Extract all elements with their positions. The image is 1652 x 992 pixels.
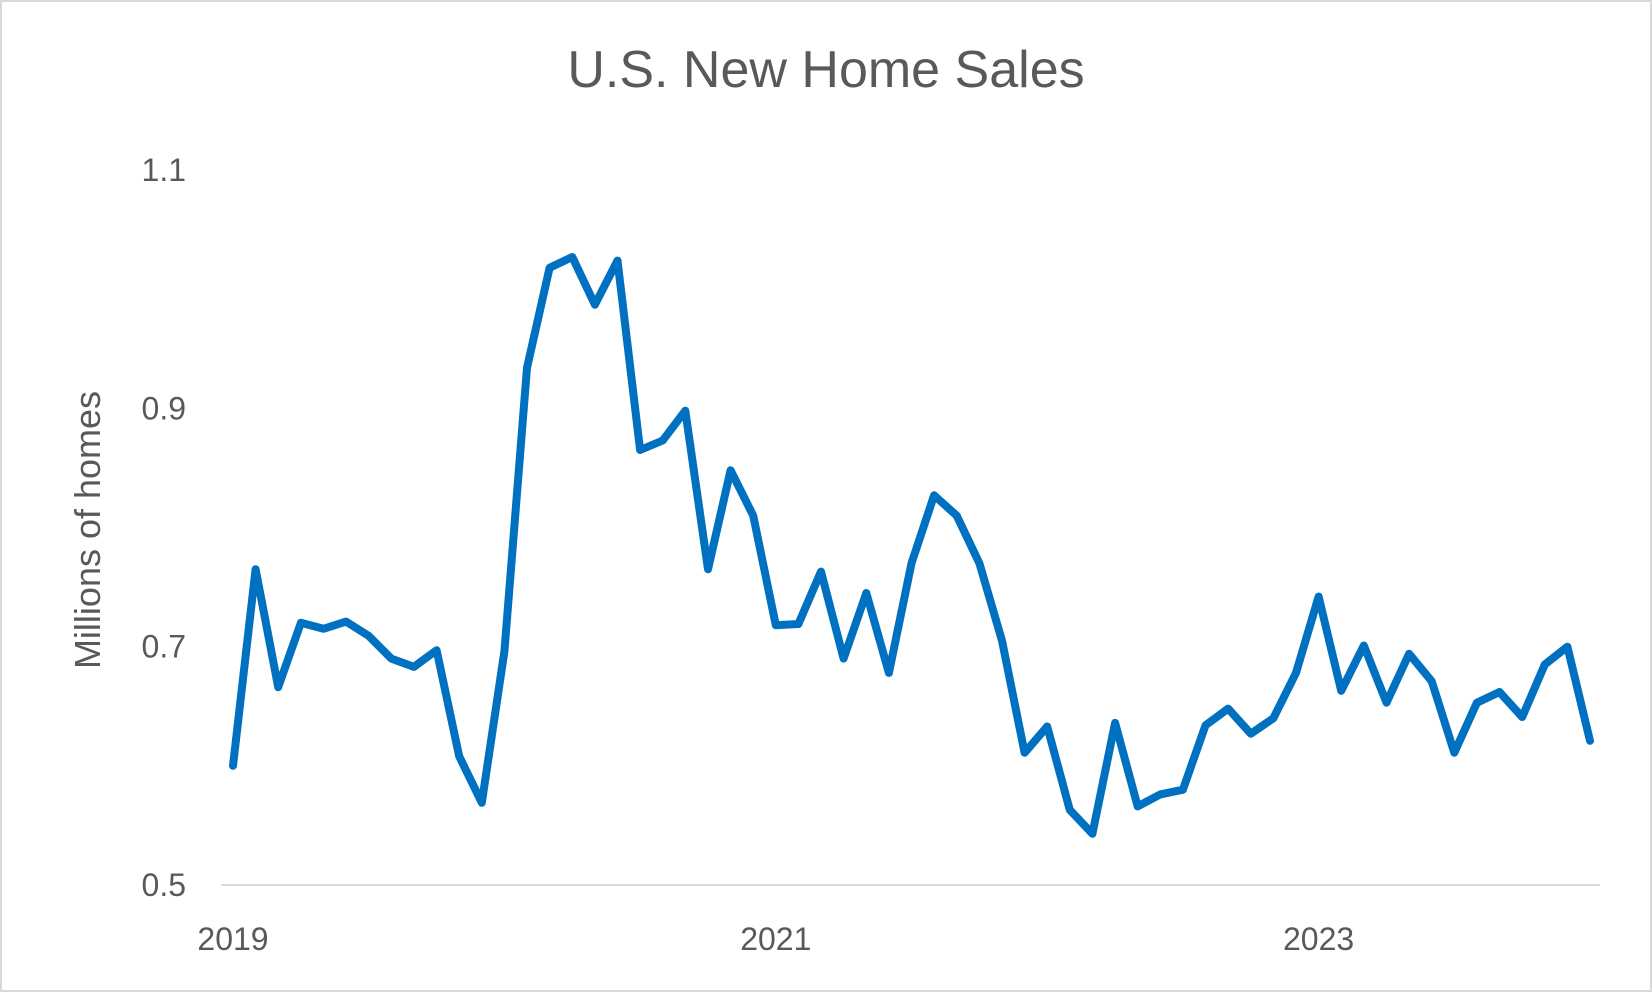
x-axis-ticks: 2019 2021 2023 <box>197 921 1354 957</box>
x-tick-label: 2023 <box>1283 921 1354 957</box>
y-tick-label: 1.1 <box>142 152 186 188</box>
y-tick-label: 0.5 <box>142 867 186 903</box>
series-line-new-home-sales <box>229 253 1594 838</box>
chart-title: U.S. New Home Sales <box>567 41 1085 99</box>
x-tick-label: 2021 <box>740 921 811 957</box>
y-tick-label: 0.7 <box>142 629 186 665</box>
y-tick-label: 0.9 <box>142 390 186 426</box>
y-axis-ticks: 0.5 0.7 0.9 1.1 <box>142 152 186 903</box>
x-tick-label: 2019 <box>197 921 268 957</box>
